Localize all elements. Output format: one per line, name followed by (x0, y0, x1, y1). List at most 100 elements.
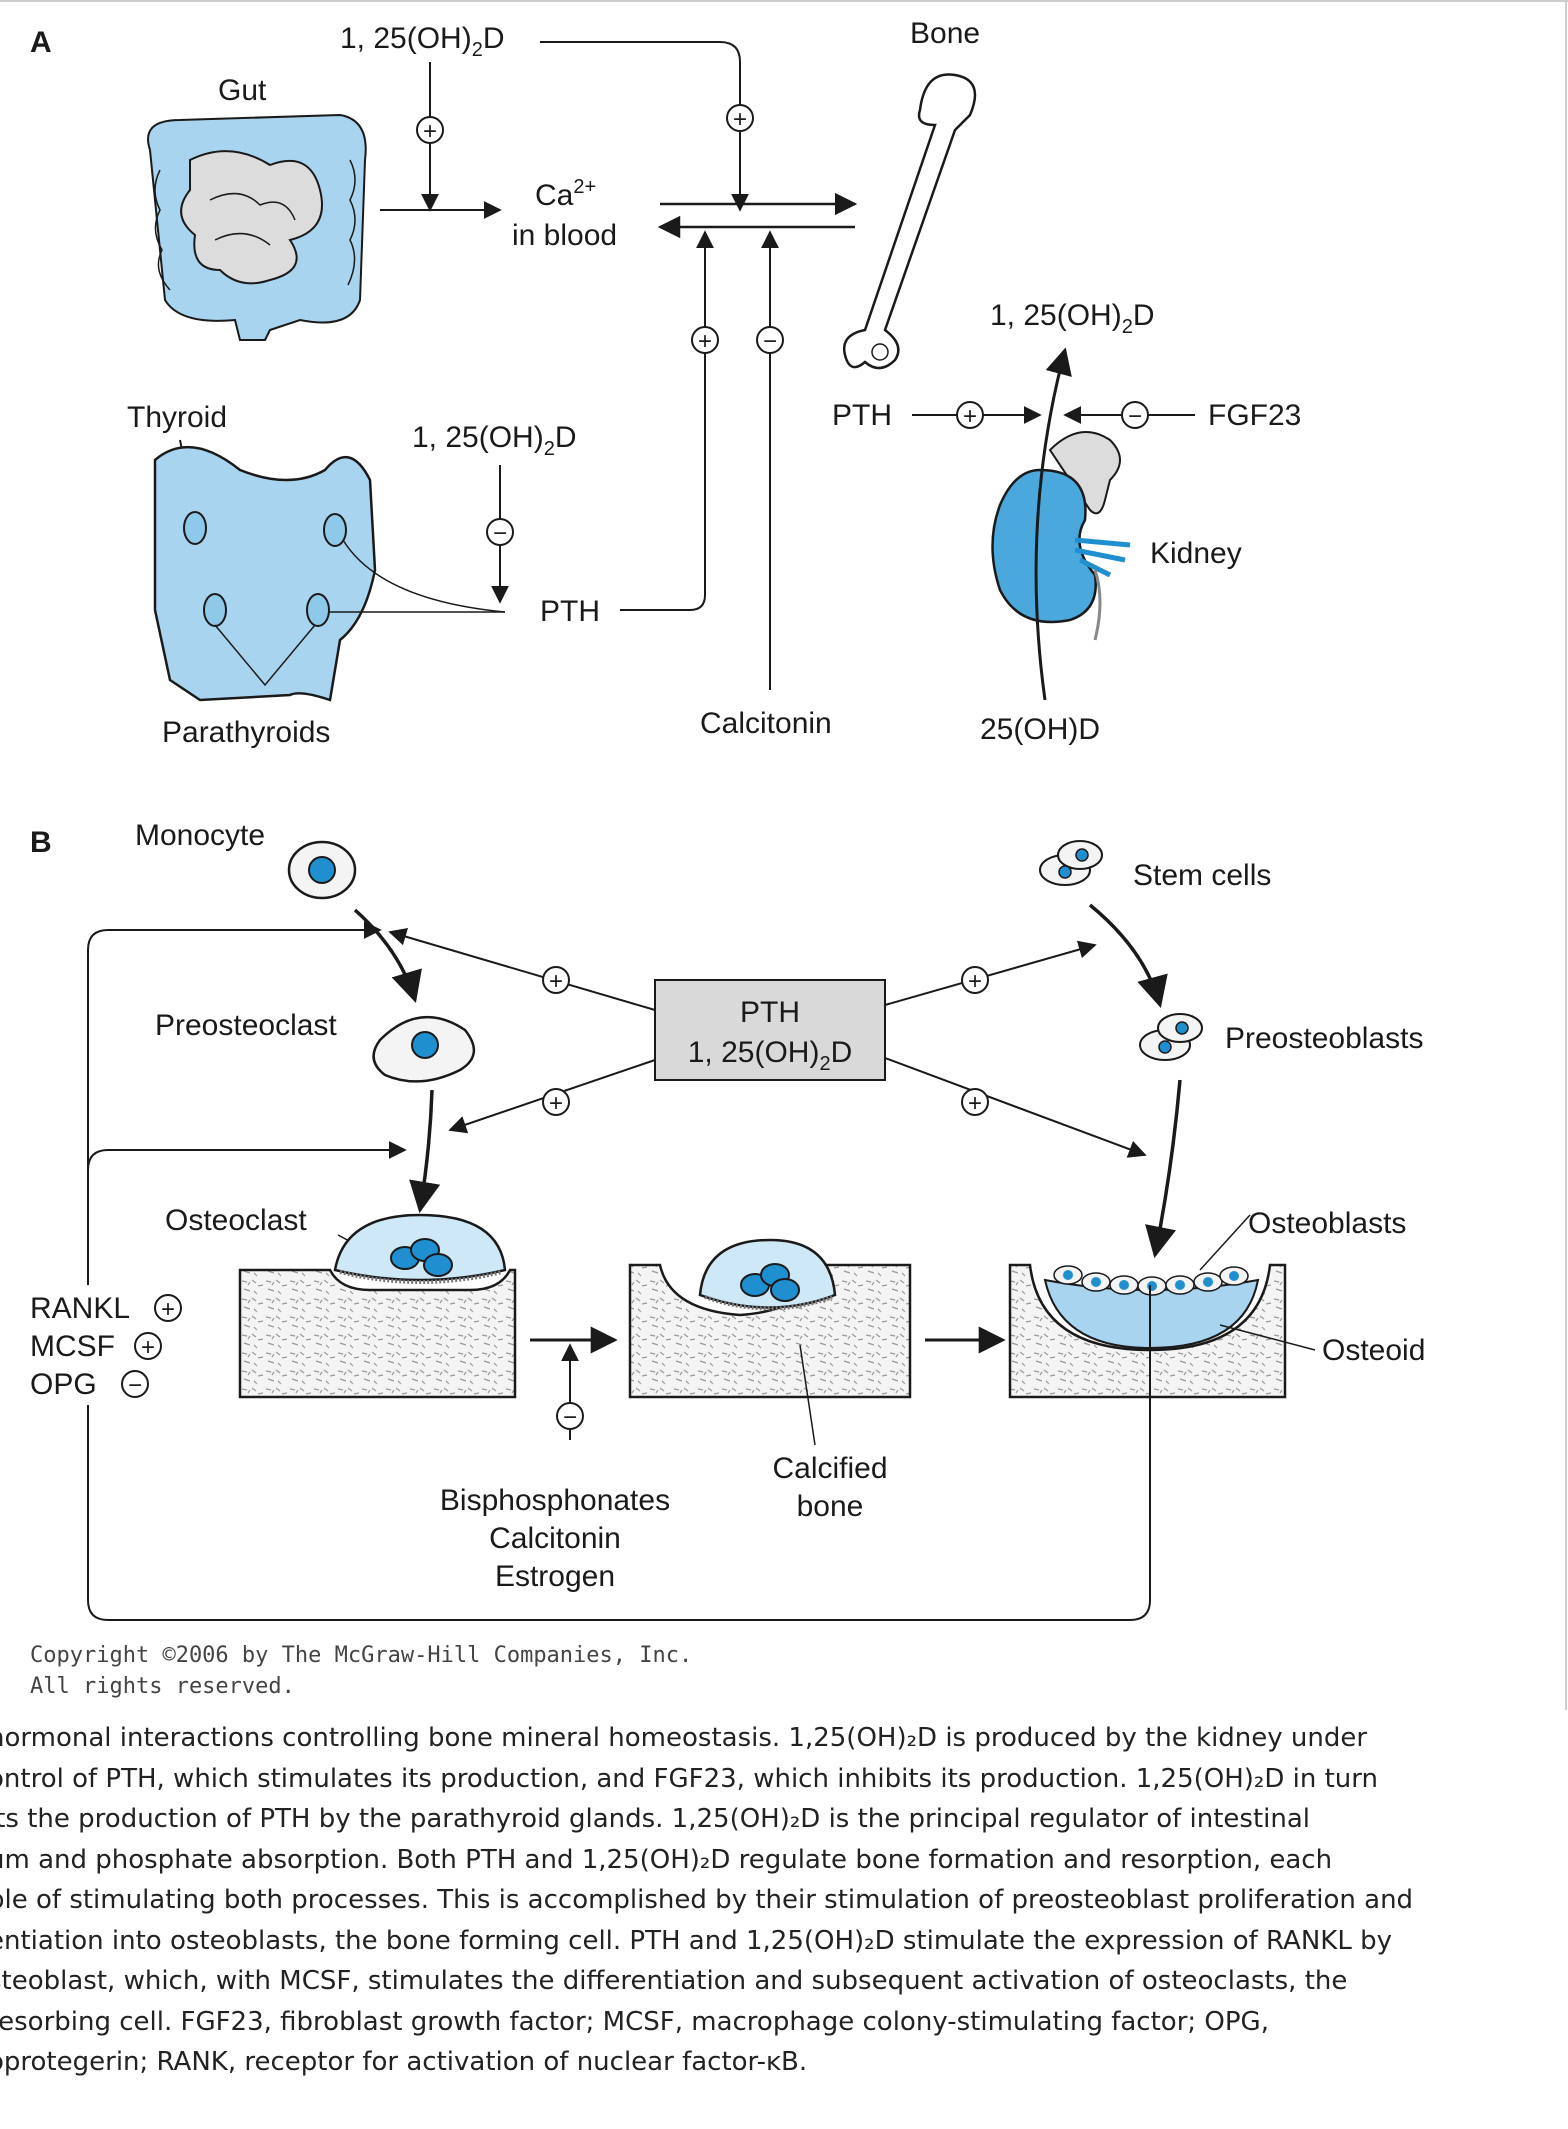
thyroid-illustration (153, 445, 377, 702)
pth-kidney-label: PTH (832, 399, 892, 432)
box-vitd-text: 1, 25(OH)2D (688, 1036, 853, 1075)
parathyroid-upper-line (342, 539, 506, 613)
minus-symbol: − (1128, 403, 1142, 430)
pth-to-blood-arrow (620, 230, 714, 611)
caption-line: ontrol of PTH, which stimulates its prod… (0, 1763, 1378, 1794)
opg-label: OPG (30, 1368, 97, 1401)
osteoblasts-label: Osteoblasts (1248, 1207, 1406, 1240)
osteoid-leader (1219, 1324, 1316, 1351)
box-to-osteoblast-arrow (884, 1057, 1147, 1158)
box-pth-text: PTH (740, 996, 800, 1029)
monocyte-to-preosteoclast-arrow (353, 908, 422, 1004)
panel-a-label: A (30, 26, 52, 59)
kidney-label: Kidney (1150, 537, 1242, 570)
minus-sign-icon (121, 1370, 149, 1398)
preosteoblasts (1139, 1013, 1203, 1061)
plus-symbol: + (549, 968, 563, 995)
preosteoclast-cell (372, 1015, 475, 1083)
feedback-to-osteoclast-line (87, 1141, 407, 1171)
plus-sign-icon (961, 966, 989, 994)
bone-block-resorption (238, 1213, 517, 1399)
caption-line: resorbing cell. FGF23, fibroblast growth… (0, 2006, 1269, 2037)
preosteoblasts-to-osteoblasts-arrow (1145, 1079, 1182, 1259)
figure-svg: A 1, 25(OH)2D + + Gut Ca2+ in blood Bone… (0, 0, 1568, 1710)
preosteoblasts-label: Preosteoblasts (1225, 1022, 1423, 1055)
caption-line: ble of stimulating both processes. This … (0, 1885, 1414, 1915)
minus-symbol: − (763, 328, 777, 355)
estrogen-label: Estrogen (495, 1560, 615, 1593)
bisphosphonates-label: Bisphosphonates (440, 1484, 670, 1517)
box-to-stemcells-arrow (884, 940, 1097, 1006)
bone-block-formation (1008, 1263, 1287, 1399)
stem-cells-label: Stem cells (1133, 859, 1271, 892)
plus-sign-icon (542, 966, 570, 994)
gut-illustration (147, 113, 367, 341)
osteoclast-label: Osteoclast (165, 1204, 307, 1237)
parathyroids-leader (214, 624, 316, 687)
feedback-loop-line (87, 921, 1151, 1621)
minus-symbol: − (493, 520, 507, 547)
bone-label: Bone (910, 17, 980, 50)
calcified-label: Calcified (772, 1452, 887, 1485)
stemcells-to-preosteoblasts-arrow (1088, 903, 1168, 1009)
plus-sign-icon (542, 1088, 570, 1116)
plus-symbol: + (549, 1090, 563, 1117)
thyroid-label: Thyroid (127, 401, 227, 434)
copyright-line-2: All rights reserved. (30, 1674, 295, 1699)
plus-symbol: + (161, 1296, 175, 1323)
plus-sign-icon (154, 1294, 182, 1322)
calcified-leader (799, 1344, 816, 1446)
plus-symbol: + (698, 328, 712, 355)
minus-sign-icon (556, 1402, 584, 1430)
vitd-to-bone-arrow (540, 41, 749, 212)
plus-sign-icon (956, 401, 984, 429)
caption-line: hormonal interactions controlling bone m… (0, 1723, 1368, 1753)
box-to-monocyte-arrow (388, 927, 656, 1011)
caption-line: its the production of PTH by the parathy… (0, 1804, 1311, 1834)
osteoblasts-leader (1199, 1214, 1251, 1271)
plus-symbol: + (968, 1090, 982, 1117)
minus-symbol: − (128, 1372, 142, 1399)
copyright-line-1: Copyright ©2006 by The McGraw-Hill Compa… (30, 1643, 693, 1668)
mcsf-label: MCSF (30, 1330, 115, 1363)
gut-label: Gut (218, 74, 267, 107)
minus-sign-icon (756, 326, 784, 354)
stem-cells (1039, 840, 1103, 886)
plus-symbol: + (963, 403, 977, 430)
fgf23-label: FGF23 (1208, 399, 1301, 432)
plus-sign-icon (961, 1088, 989, 1116)
plus-symbol: + (733, 106, 747, 133)
osteoblast-cells (1053, 1265, 1249, 1296)
pth-label: PTH (540, 595, 600, 628)
ohd-label: 25(OH)D (980, 713, 1100, 746)
plus-symbol: + (423, 118, 437, 145)
caption-line: um and phosphate absorption. Both PTH an… (0, 1844, 1333, 1875)
preosteoclast-label: Preosteoclast (155, 1009, 337, 1042)
calcified-label-2: bone (797, 1490, 864, 1523)
ca-blood-label: Ca2+ (535, 176, 596, 212)
caption-line: entiation into osteoblasts, the bone for… (0, 1925, 1392, 1956)
vitd-pth-label: 1, 25(OH)2D (412, 421, 577, 460)
vitd-synthesis-arrow (1034, 347, 1072, 701)
caption-line: oprotegerin; RANK, receptor for activati… (0, 2047, 808, 2077)
calcitonin-label: Calcitonin (700, 707, 832, 740)
bone-illustration (842, 73, 977, 370)
caption-line: steoblast, which, with MCSF, stimulates … (0, 1966, 1348, 1996)
bone-homeostasis-figure: A 1, 25(OH)2D + + Gut Ca2+ in blood Bone… (0, 0, 1568, 1710)
calcitonin-b-label: Calcitonin (489, 1522, 621, 1555)
copyright-notice: Copyright ©2006 by The McGraw-Hill Compa… (30, 1640, 692, 1702)
bone-block-calcified (628, 1238, 912, 1399)
plus-sign-icon (691, 326, 719, 354)
ca-blood-label-2: in blood (512, 219, 617, 252)
monocyte-label: Monocyte (135, 819, 265, 852)
osteoid-label: Osteoid (1322, 1334, 1425, 1367)
minus-sign-icon (486, 518, 514, 546)
plus-sign-icon (416, 116, 444, 144)
vitd-top-label: 1, 25(OH)2D (340, 22, 505, 61)
figure-caption: hormonal interactions controlling bone m… (0, 1718, 1558, 2083)
minus-sign-icon (1121, 401, 1149, 429)
vitd-kidney-label: 1, 25(OH)2D (990, 299, 1155, 338)
monocyte-cell (287, 840, 357, 900)
pth-vitd-box (654, 979, 886, 1081)
rankl-label: RANKL (30, 1292, 130, 1325)
